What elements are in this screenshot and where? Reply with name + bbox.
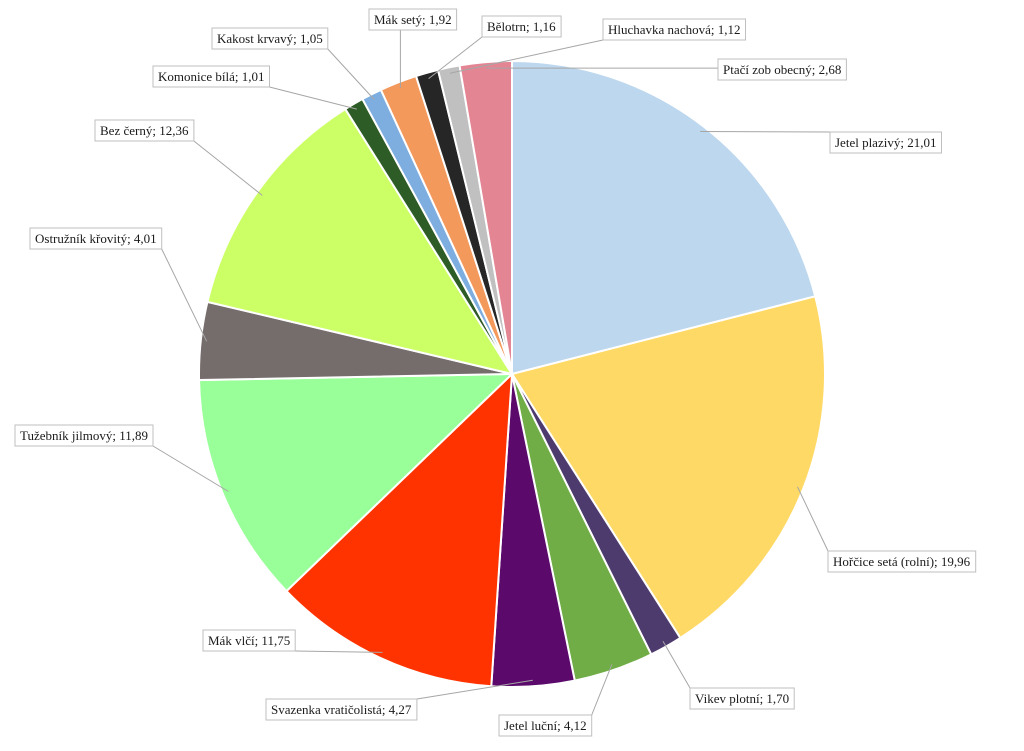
leader-line bbox=[416, 679, 533, 700]
data-label-text: Kakost krvavý; 1,05 bbox=[217, 31, 323, 46]
data-label-box bbox=[689, 687, 795, 710]
leader-line bbox=[662, 641, 691, 689]
data-label-box bbox=[14, 424, 154, 447]
leader-line bbox=[327, 48, 375, 100]
data-label-text: Bělotrn; 1,16 bbox=[487, 19, 556, 34]
leader-lines-layer bbox=[152, 30, 831, 716]
data-label-box bbox=[829, 131, 942, 154]
data-label: Tužebník jilmový; 11,89 bbox=[14, 424, 154, 447]
leader-line bbox=[295, 650, 383, 653]
data-label: Ostružník křovitý; 4,01 bbox=[29, 227, 163, 250]
pie-slice bbox=[458, 59, 513, 375]
data-label-box bbox=[29, 227, 163, 250]
data-label-box bbox=[265, 698, 418, 721]
data-label-box bbox=[202, 629, 296, 652]
data-label: Komonice bílá; 1,01 bbox=[152, 65, 270, 88]
data-labels-layer: Jetel plazivý; 21,01 Hořčice setá (rolní)… bbox=[14, 8, 977, 737]
leader-line bbox=[700, 131, 831, 133]
pie-slice bbox=[510, 295, 826, 640]
leader-line bbox=[152, 445, 229, 492]
data-label: Bez černý; 12,36 bbox=[94, 119, 195, 142]
pie-slice bbox=[198, 372, 515, 593]
data-label-text: Mák setý; 1,92 bbox=[374, 12, 452, 27]
data-label: Jetel plazivý; 21,01 bbox=[829, 131, 942, 154]
data-label-box bbox=[602, 18, 746, 41]
data-label: Vikev plotní; 1,70 bbox=[689, 687, 795, 710]
data-label-text: Bez černý; 12,36 bbox=[100, 123, 189, 138]
data-label-box bbox=[94, 119, 195, 142]
data-label-box bbox=[717, 58, 847, 81]
data-label: Jetel luční; 4,12 bbox=[498, 714, 593, 737]
data-label-text: Mák vlčí; 11,75 bbox=[208, 633, 290, 648]
data-label-box bbox=[481, 15, 562, 38]
leader-line bbox=[193, 140, 263, 196]
data-label: Mák vlčí; 11,75 bbox=[202, 629, 296, 652]
pie-slice bbox=[511, 59, 817, 376]
data-label-text: Jetel luční; 4,12 bbox=[504, 718, 587, 733]
data-label: Hořčice setá (rolní); 19,96 bbox=[827, 550, 977, 573]
data-label-text: Jetel plazivý; 21,01 bbox=[835, 135, 936, 150]
data-label-text: Ostružník křovitý; 4,01 bbox=[35, 231, 157, 246]
pie-slice bbox=[285, 371, 514, 688]
data-label-box bbox=[152, 65, 270, 88]
data-label-box bbox=[827, 550, 977, 573]
leader-line bbox=[449, 39, 604, 74]
leader-line bbox=[428, 36, 483, 79]
data-label-text: Vikev plotní; 1,70 bbox=[695, 691, 789, 706]
data-label-text: Tužebník jilmový; 11,89 bbox=[20, 428, 148, 443]
data-label: Mák setý; 1,92 bbox=[368, 8, 458, 31]
data-label: Ptačí zob obecný; 2,68 bbox=[717, 58, 847, 81]
leader-line bbox=[591, 664, 613, 716]
data-label-text: Hluchavka nachová; 1,12 bbox=[608, 22, 740, 37]
data-label: Kakost krvavý; 1,05 bbox=[211, 27, 329, 50]
data-label-text: Komonice bílá; 1,01 bbox=[158, 69, 265, 84]
slices-layer bbox=[198, 59, 826, 688]
leader-line bbox=[269, 86, 357, 110]
data-label-box bbox=[498, 714, 593, 737]
data-label-text: Ptačí zob obecný; 2,68 bbox=[723, 62, 841, 77]
data-label-box bbox=[368, 8, 458, 31]
data-label: Svazenka vratičolistá; 4,27 bbox=[265, 698, 418, 721]
data-label-text: Svazenka vratičolistá; 4,27 bbox=[271, 702, 412, 717]
data-label-box bbox=[211, 27, 329, 50]
leader-line bbox=[161, 248, 208, 342]
leader-line bbox=[797, 486, 829, 552]
data-label: Bělotrn; 1,16 bbox=[481, 15, 562, 38]
data-label-text: Hořčice setá (rolní); 19,96 bbox=[833, 554, 971, 569]
data-label: Hluchavka nachová; 1,12 bbox=[602, 18, 746, 41]
